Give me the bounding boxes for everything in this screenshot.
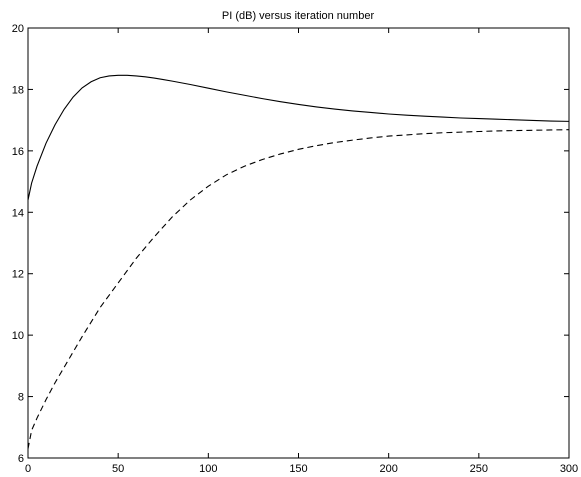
x-tick-label: 300 [560,463,578,475]
y-tick-label: 18 [12,84,24,96]
x-tick-label: 200 [379,463,397,475]
y-tick-label: 14 [12,207,24,219]
data-series [27,74,570,449]
x-tick-label: 250 [470,463,488,475]
axis-ticks: 0 50 100 150 200 250 300 6 8 10 12 14 16 18 20 [12,23,578,475]
series-line-solid [27,74,570,201]
x-tick-label: 100 [199,463,217,475]
y-tick-label: 10 [12,330,24,342]
chart-title: PI (dB) versus iteration number [222,10,375,22]
y-tick-label: 6 [18,453,24,465]
series-line-dashed [27,129,570,449]
y-tick-label: 16 [12,146,24,158]
y-tick-label: 8 [18,392,24,404]
plot-frame [27,27,570,459]
y-tick-label: 20 [12,23,24,35]
y-tick-label: 12 [12,269,24,281]
x-tick-label: 0 [25,463,31,475]
x-tick-label: 50 [112,463,124,475]
x-tick-label: 150 [289,463,307,475]
